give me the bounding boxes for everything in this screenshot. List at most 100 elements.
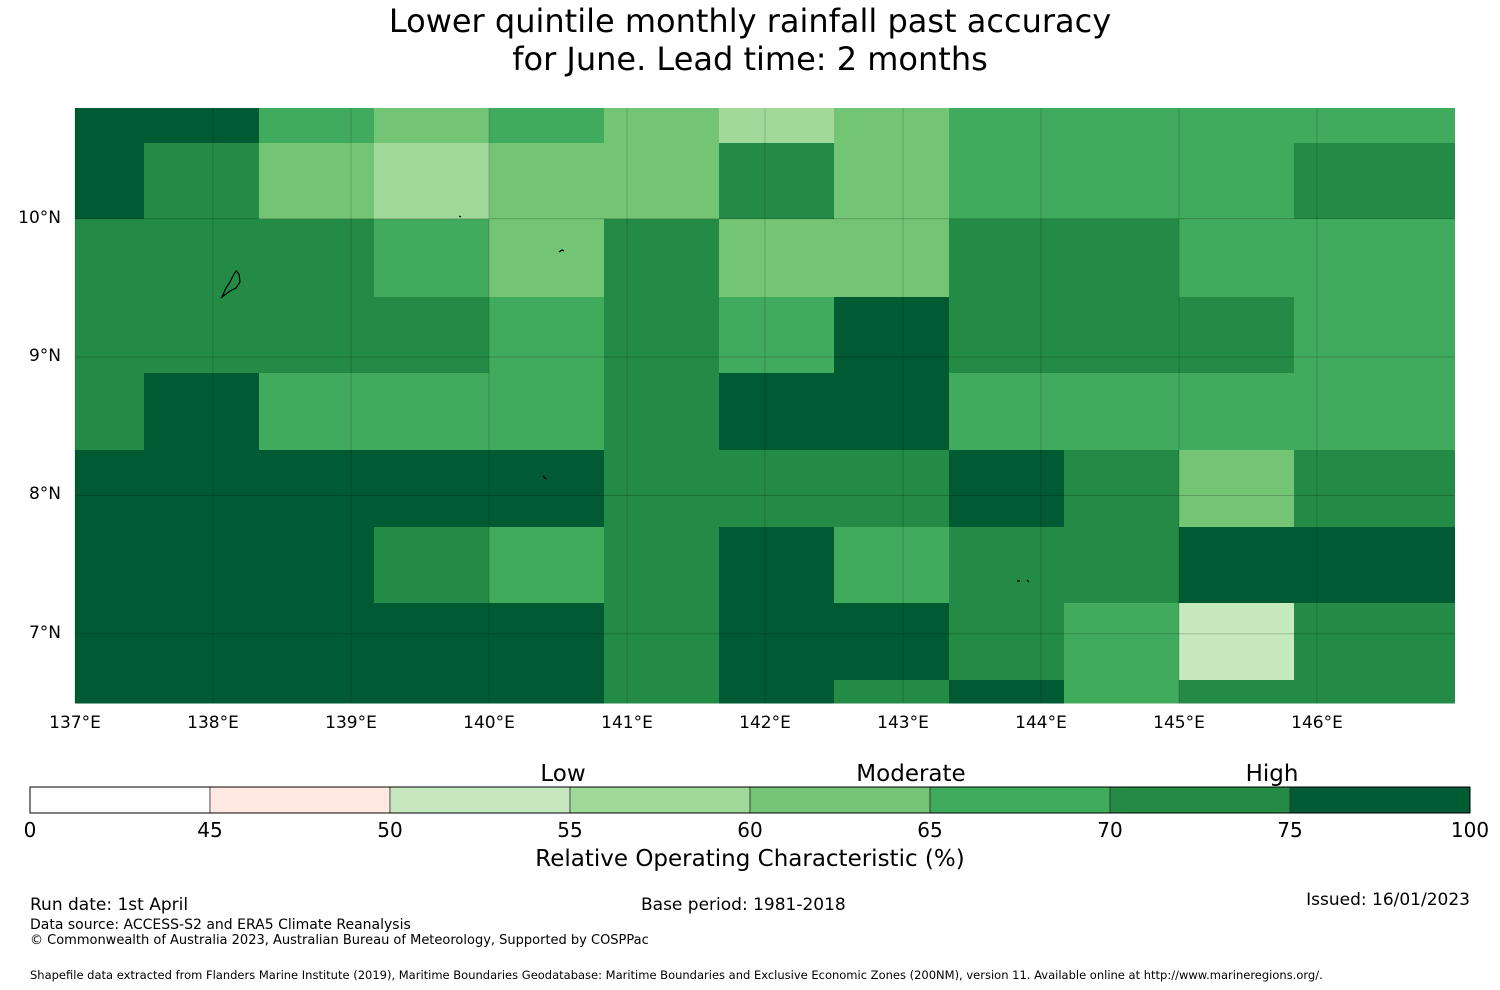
chart-title: Lower quintile monthly rainfall past acc… — [0, 2, 1500, 78]
map-cell — [75, 527, 145, 604]
map-cell — [1294, 143, 1410, 220]
colorbar-tick-label: 0 — [23, 818, 37, 842]
lat-tick-label: 10°N — [18, 207, 61, 228]
colorbar-segment — [389, 786, 571, 814]
map-cell — [259, 603, 375, 681]
map-cell — [719, 373, 835, 451]
map-cell — [1409, 450, 1455, 528]
map-cell — [719, 108, 835, 144]
map-cell — [1179, 527, 1295, 604]
map-cell — [1294, 680, 1410, 704]
map-cell — [949, 603, 1065, 681]
map-cell — [489, 450, 605, 528]
map-cell — [1064, 603, 1180, 681]
map-cell — [489, 373, 605, 451]
map-cell — [1294, 297, 1410, 374]
map-cell — [259, 108, 375, 144]
map-cell — [1294, 450, 1410, 528]
map-cell — [489, 680, 605, 704]
map-cell — [1294, 603, 1410, 681]
map-cell — [1409, 143, 1455, 220]
map-gridlines — [74, 108, 1455, 703]
lon-tick-label: 139°E — [325, 713, 377, 733]
data-source: Data source: ACCESS-S2 and ERA5 Climate … — [30, 917, 411, 933]
map-cell — [834, 108, 950, 144]
map-cell — [144, 527, 260, 604]
map-cell — [75, 219, 145, 298]
lat-tick-label: 9°N — [28, 346, 61, 367]
map-cell — [144, 219, 260, 298]
map-cell — [489, 603, 605, 681]
map-cell — [1064, 450, 1180, 528]
map-cell — [144, 450, 260, 528]
map-cell — [949, 373, 1065, 451]
category-high: High — [1245, 761, 1299, 787]
colorbar — [29, 786, 1471, 814]
island-satawal — [1017, 579, 1030, 583]
map-cell — [1179, 603, 1295, 681]
map-cell — [259, 450, 375, 528]
map-cell — [1179, 108, 1295, 144]
colorbar-segment — [749, 786, 931, 814]
category-low: Low — [540, 761, 586, 787]
map-cell — [489, 527, 605, 604]
map-cell — [489, 143, 605, 220]
island-ngulu-speck — [458, 215, 462, 218]
lon-tick-label: 137°E — [49, 713, 101, 733]
map-cell — [604, 680, 720, 704]
map-cell — [604, 297, 720, 374]
map-cell — [489, 297, 605, 374]
map-cell — [604, 603, 720, 681]
map-cell — [144, 603, 260, 681]
map-cell — [374, 373, 490, 451]
map-cell — [1064, 108, 1180, 144]
map-cell — [75, 108, 145, 144]
map-cell — [259, 527, 375, 604]
map-cell — [604, 219, 720, 298]
map-cell — [1409, 527, 1455, 604]
map-cell — [1179, 297, 1295, 374]
map-cell — [834, 219, 950, 298]
lon-tick-label: 145°E — [1153, 713, 1205, 733]
map-cell — [834, 373, 950, 451]
colorbar-outline — [29, 786, 1471, 814]
island-fais — [542, 475, 547, 480]
map-cell — [719, 680, 835, 704]
colorbar-segment — [1109, 786, 1291, 814]
issued-date: Issued: 16/01/2023 — [1306, 890, 1470, 910]
lon-tick-label: 138°E — [187, 713, 239, 733]
map-cell — [1409, 680, 1455, 704]
map-cell — [374, 297, 490, 374]
map-cell — [259, 680, 375, 704]
map-cell — [1294, 527, 1410, 604]
map-cell — [75, 373, 145, 451]
map-cell — [75, 450, 145, 528]
map-cell — [949, 450, 1065, 528]
island-ulithi — [558, 249, 565, 253]
map-cell — [374, 603, 490, 681]
map-cell — [1409, 297, 1455, 374]
map-cell — [719, 603, 835, 681]
map-cell — [834, 680, 950, 704]
map-cell — [144, 143, 260, 220]
colorbar-segment — [929, 786, 1111, 814]
colorbar-tick-label: 45 — [197, 818, 223, 842]
map-cell — [604, 143, 720, 220]
map-cell — [75, 143, 145, 220]
map-cell — [719, 219, 835, 298]
lon-tick-label: 146°E — [1291, 713, 1343, 733]
map-cell — [1294, 108, 1410, 144]
lon-tick-label: 143°E — [877, 713, 929, 733]
map-cell — [489, 108, 605, 144]
map-cell — [1409, 219, 1455, 298]
base-period: Base period: 1981-2018 — [641, 895, 846, 915]
map-cells — [75, 108, 1455, 704]
map-cell — [1064, 527, 1180, 604]
map-cell — [1064, 680, 1180, 704]
lon-tick-label: 140°E — [463, 713, 515, 733]
map-cell — [719, 143, 835, 220]
map-cell — [949, 143, 1065, 220]
map-cell — [374, 219, 490, 298]
map-cell — [1179, 373, 1295, 451]
map-cell — [949, 680, 1065, 704]
